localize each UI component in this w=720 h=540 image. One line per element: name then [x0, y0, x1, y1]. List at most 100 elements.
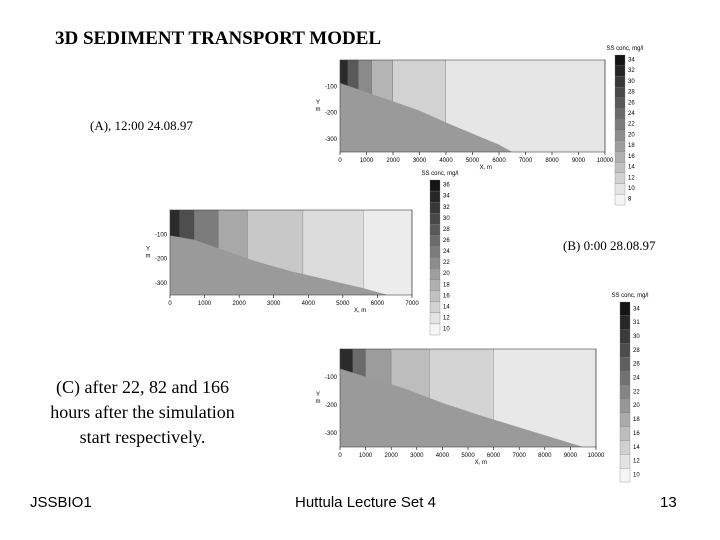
y-tick-label: -200	[155, 257, 168, 263]
colorbar-tick-label: 10	[628, 186, 635, 192]
y-tick-label: -200	[325, 403, 338, 409]
plot-panel-c: 0 1000 2000 3000 4000 5000 6000 7000 8000 9000 100…	[316, 293, 649, 483]
colorbar-tick-label: 26	[633, 362, 640, 368]
colorbar-swatch	[619, 301, 631, 316]
x-tick-label: 6000	[487, 453, 501, 459]
x-axis-label: X, m	[475, 460, 487, 466]
colorbar-swatch	[429, 257, 441, 269]
y-tick-label: -100	[325, 84, 338, 90]
colorbar-swatch	[429, 268, 441, 280]
colorbar-tick-label: 30	[443, 216, 450, 222]
colorbar-swatch	[429, 246, 441, 258]
y-tick-label: -300	[325, 431, 338, 437]
x-tick-label: 1000	[360, 158, 374, 164]
colorbar-tick-label: 26	[628, 100, 635, 106]
colorbar-title: SS conc, mg/l	[606, 46, 643, 52]
x-tick-label: 8000	[545, 158, 559, 164]
lake-bottom	[340, 368, 596, 447]
colorbar-tick-label: 16	[443, 293, 450, 299]
y-axis-label-unit: m	[316, 399, 321, 405]
y-axis-label: Y	[316, 392, 320, 398]
colorbar-tick-label: 16	[628, 154, 635, 160]
x-tick-label: 6000	[492, 158, 506, 164]
x-axis-label: X, m	[354, 308, 366, 314]
colorbar-tick-label: 32	[628, 68, 635, 74]
colorbar-swatch	[429, 235, 441, 247]
y-tick-label: -300	[155, 281, 168, 287]
colorbar-tick-label: 30	[628, 79, 635, 85]
colorbar-swatch	[614, 54, 626, 66]
colorbar-tick-label: 20	[443, 271, 450, 277]
colorbar-swatch	[619, 454, 631, 469]
lake-bottom	[340, 83, 605, 152]
colorbar-tick-label: 14	[633, 445, 640, 451]
x-tick-label: 1000	[198, 301, 212, 307]
x-tick-label: 1000	[359, 453, 373, 459]
colorbar-tick-label: 36	[443, 183, 450, 189]
x-tick-label: 5000	[466, 158, 480, 164]
slide-title: 3D SEDIMENT TRANSPORT MODEL	[55, 28, 382, 49]
colorbar-swatch	[429, 201, 441, 214]
x-tick-label: 7000	[405, 301, 419, 307]
x-tick-label: 4000	[436, 453, 450, 459]
colorbar-swatch	[614, 119, 626, 131]
colorbar-tick-label: 34	[443, 194, 450, 200]
y-axis-label-unit: m	[316, 107, 321, 113]
x-tick-label: 0	[338, 453, 342, 459]
colorbar-swatch	[614, 140, 626, 152]
x-tick-label: 4000	[439, 158, 453, 164]
colorbar-swatch	[619, 426, 631, 441]
colorbar-tick-label: 34	[628, 57, 635, 63]
x-tick-label: 3000	[410, 453, 424, 459]
colorbar-swatch	[614, 161, 626, 174]
colorbar-tick-label: 22	[628, 122, 635, 128]
colorbar-tick-label: 28	[443, 227, 450, 233]
colorbar-swatch	[429, 224, 441, 236]
plot-frame	[169, 209, 413, 296]
colorbar-tick-label: 18	[633, 417, 640, 423]
plot-panel-b: 0 1000 2000 3000 4000 5000 6000 7000 X, m -100 -20…	[146, 171, 459, 336]
x-tick-label: 4000	[302, 301, 316, 307]
colorbar-swatch	[619, 371, 631, 386]
colorbar-tick-label: 34	[633, 306, 640, 312]
x-tick-label: 5000	[336, 301, 350, 307]
colorbar-swatch	[614, 183, 626, 195]
colorbar-swatch	[619, 398, 631, 413]
footer-course-code: JSSBIO1	[30, 494, 92, 511]
footer-lecture: Huttula Lecture Set 4	[295, 494, 436, 511]
colorbar-tick-label: 14	[628, 165, 635, 171]
colorbar-swatch	[429, 190, 441, 203]
concentration-band	[363, 210, 412, 295]
y-tick-label: -300	[325, 137, 338, 143]
colorbar-tick-label: 18	[628, 143, 635, 149]
colorbar-tick-label: 24	[633, 376, 640, 382]
colorbar-tick-label: 22	[633, 389, 640, 395]
x-tick-label: 8000	[538, 453, 552, 459]
colorbar-swatch	[614, 151, 626, 163]
x-axis-label: X, m	[480, 165, 492, 171]
x-tick-label: 10000	[597, 158, 614, 164]
colorbar-swatch	[619, 357, 631, 372]
colorbar-tick-label: 28	[633, 348, 640, 354]
colorbar-tick-label: 20	[633, 403, 640, 409]
colorbar-swatch	[614, 172, 626, 184]
footer-page-number: 13	[660, 494, 677, 511]
x-tick-label: 5000	[461, 453, 475, 459]
colorbar-tick-label: 12	[628, 175, 635, 181]
colorbar-tick-label: 20	[628, 132, 635, 138]
colorbar-swatch	[429, 323, 441, 336]
x-tick-label: 9000	[564, 453, 578, 459]
x-tick-label: 2000	[232, 301, 246, 307]
x-tick-label: 3000	[413, 158, 427, 164]
colorbar-title: SS conc, mg/l	[611, 293, 648, 299]
colorbar-swatch	[429, 213, 441, 225]
colorbar-swatch	[619, 468, 631, 483]
colorbar-swatch	[614, 129, 626, 141]
y-axis-label: Y	[316, 100, 320, 106]
colorbar-swatch	[614, 194, 626, 206]
colorbar-tick-label: 10	[443, 327, 450, 333]
colorbar-tick-label: 12	[443, 316, 450, 322]
colorbar-tick-label: 24	[628, 111, 635, 117]
colorbar-swatch	[429, 179, 441, 192]
y-tick-label: -100	[325, 375, 338, 381]
